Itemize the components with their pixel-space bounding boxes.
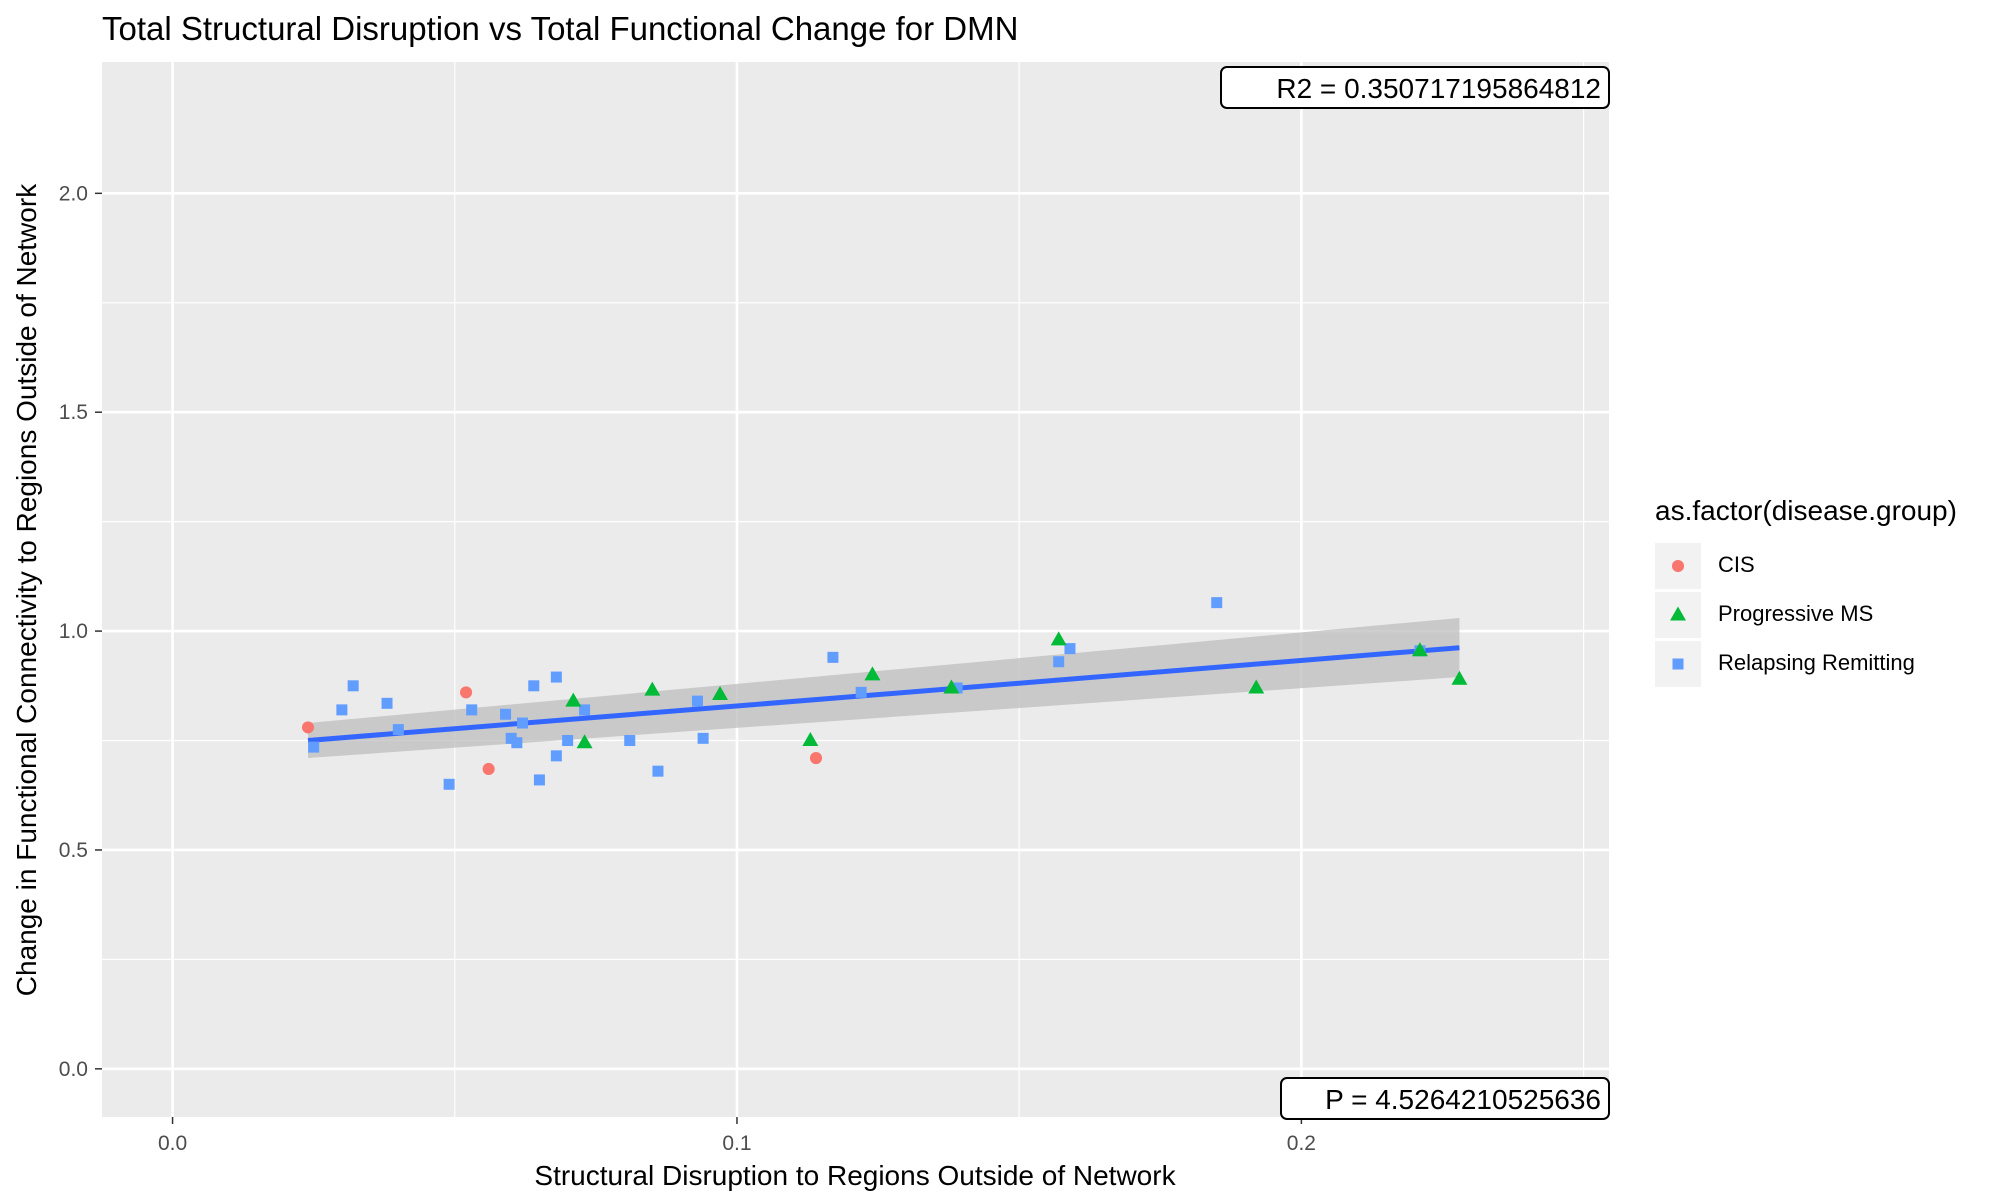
confidence-band-area [308,617,1460,759]
relapsing-remitting-point [697,732,709,744]
cis-point [301,721,315,734]
progressive-ms-point [1411,642,1428,657]
relapsing-remitting-point [466,704,478,716]
p-annotation: P = 4.5264210525636 [1280,1077,1610,1120]
r2-annotation: R2 = 0.350717195864812 [1220,66,1610,109]
relapsing-remitting-point [1211,597,1223,609]
relapsing-remitting-point [443,778,455,790]
data-points [301,597,1468,790]
confidence-band [308,617,1460,759]
chart-title: Total Structural Disruption vs Total Fun… [102,10,1018,47]
x-tick-label: 0.0 [158,1132,187,1155]
relapsing-remitting-point [308,741,320,753]
relapsing-remitting-point [579,704,591,716]
relapsing-remitting-point [505,732,517,744]
relapsing-remitting-point [1064,643,1076,655]
relapsing-remitting-point [511,737,523,749]
progressive-ms-point [1050,631,1067,646]
progressive-ms-point [712,686,729,701]
plot-panel [102,62,1609,1117]
legend: as.factor(disease.group) CIS Progressive… [1655,495,1957,687]
x-axis-ticks: 0.0 0.1 0.2 [158,1117,1316,1155]
relapsing-remitting-point [392,724,404,736]
cis-point [482,762,495,776]
y-tick-label: 1.0 [59,620,88,643]
cis-point [809,751,823,765]
relapsing-remitting-point [562,735,574,747]
cis-point [460,686,473,699]
y-tick-label: 0.5 [59,839,88,862]
relapsing-remitting-point [381,697,393,709]
relapsing-remitting-point [336,704,348,716]
legend-key-cis [1671,559,1685,573]
progressive-ms-point [864,666,881,681]
relapsing-remitting-point [624,735,636,747]
x-tick-label: 0.2 [1287,1132,1316,1155]
relapsing-remitting-point [1053,656,1065,668]
progressive-ms-point [1451,670,1468,685]
y-tick-label: 1.5 [59,401,88,424]
progressive-ms-point [565,692,582,707]
regression-line-path [307,645,1460,744]
relapsing-remitting-point [550,750,562,762]
relapsing-remitting-point [951,682,963,694]
r2-box [1220,66,1610,109]
y-tick-label: 0.0 [59,1058,88,1081]
relapsing-remitting-point [827,651,839,663]
progressive-ms-point [644,681,661,696]
legend-keys [1655,543,1701,687]
x-axis-title: Structural Disruption to Regions Outside… [534,1160,1176,1191]
legend-label-progressive-ms: Progressive MS [1718,601,1873,626]
y-axis-title: Change in Functional Connectivity to Reg… [11,183,42,996]
relapsing-remitting-point [652,765,664,777]
relapsing-remitting-point [528,680,540,692]
relapsing-remitting-point [516,717,528,729]
progressive-ms-point [943,679,960,694]
relapsing-remitting-point [500,708,512,720]
progressive-ms-point [802,732,819,747]
p-label: P = 4.5264210525636 [1325,1084,1601,1115]
relapsing-remitting-point [550,671,562,683]
legend-label-cis: CIS [1718,552,1755,577]
progressive-ms-point [576,734,593,749]
progressive-ms-point [1248,679,1265,694]
regression-line [307,645,1460,744]
relapsing-remitting-point [347,680,359,692]
legend-label-relapsing-remitting: Relapsing Remitting [1718,650,1915,675]
p-box [1280,1077,1610,1120]
x-tick-label: 0.1 [722,1132,751,1155]
y-tick-label: 2.0 [59,182,88,205]
legend-key-relapsing-remitting [1672,658,1684,670]
r2-label: R2 = 0.350717195864812 [1276,73,1601,104]
legend-title: as.factor(disease.group) [1655,495,1957,526]
relapsing-remitting-point [533,774,545,786]
legend-key-progressive-ms [1670,606,1686,621]
relapsing-remitting-point [855,686,867,698]
relapsing-remitting-point [691,695,703,707]
y-axis-ticks: 0.0 0.5 1.0 1.5 2.0 [59,182,102,1081]
